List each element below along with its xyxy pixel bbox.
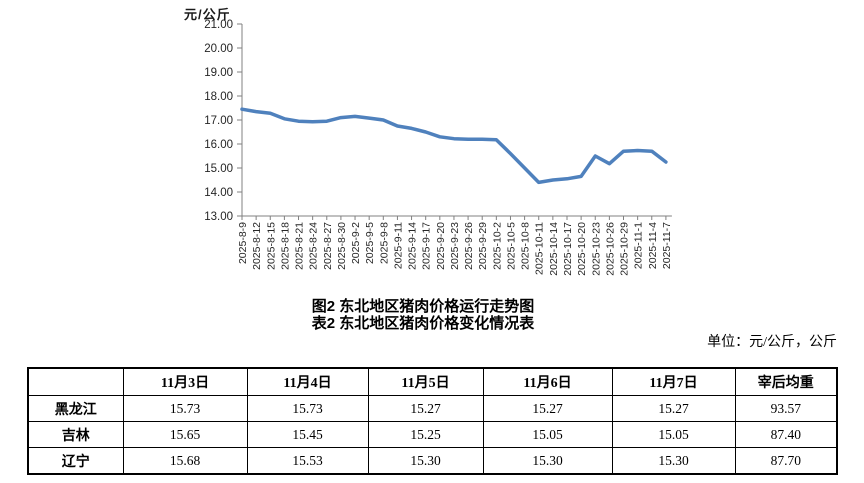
x-tick-label: 2025-9-5 [364,222,376,264]
data-cell: 15.25 [367,421,484,448]
data-cell: 15.68 [122,447,248,475]
x-tick-label: 2025-9-23 [449,222,461,270]
line-chart-canvas: 21.00 20.00 19.00 18.00 17.00 16.00 15.00 14.00… [204,19,673,276]
table-header-cell: 11月6日 [482,367,613,396]
x-tick-label: 2025-10-11 [534,222,546,275]
x-tick-label: 2025-9-29 [477,222,489,270]
y-tick-label: 19.00 [204,67,233,79]
y-tick-label: 15.00 [204,163,233,175]
x-tick-label: 2025-9-26 [463,222,475,270]
table-header-cell: 宰后均重 [734,367,838,396]
x-tick-label: 2025-8-30 [336,222,348,270]
row-label: 辽宁 [27,447,124,475]
table-header-cell: 11月7日 [611,367,736,396]
data-cell: 15.30 [482,447,613,475]
x-tick-label: 2025-9-2 [350,222,362,264]
price-table: 11月3日 11月4日 11月5日 11月6日 11月7日 宰后均重 黑龙江 15.73 15… [27,367,838,475]
data-cell: 15.27 [367,395,484,422]
data-cell: 15.30 [367,447,484,475]
x-tick-label: 2025-9-17 [421,222,433,270]
x-tick-label: 2025-9-14 [407,222,419,270]
table-header-cell: 11月3日 [122,367,248,396]
x-tick-label: 2025-8-18 [279,222,291,270]
x-tick-label: 2025-8-9 [237,222,249,264]
data-cell: 15.30 [611,447,736,475]
row-label: 吉林 [27,421,124,448]
x-tick-label: 2025-9-20 [435,222,447,270]
x-tick-label: 2025-8-24 [308,222,320,270]
x-tick-label: 2025-10-14 [548,222,560,276]
y-tick-label: 18.00 [204,91,233,103]
x-tick-label: 2025-9-8 [378,222,390,264]
x-tick-label: 2025-11-7 [661,222,673,269]
x-tick-label: 2025-11-1 [633,222,645,269]
table-header-cell: 11月5日 [367,367,484,396]
x-tick-label: 2025-8-27 [322,222,334,270]
table-header-empty-cell [27,367,124,396]
x-tick-label: 2025-10-2 [491,222,503,270]
captions: 图2 东北地区猪肉价格运行走势图 表2 东北地区猪肉价格变化情况表 [0,298,846,332]
data-cell: 15.27 [482,395,613,422]
data-cell: 15.65 [122,421,248,448]
y-tick-label: 17.00 [204,115,233,127]
x-tick-label: 2025-10-5 [505,222,517,270]
x-tick-label: 2025-9-11 [392,222,404,269]
data-cell: 15.53 [246,447,369,475]
x-tick-label: 2025-8-12 [251,222,263,270]
table-title: 表2 东北地区猪肉价格变化情况表 [311,315,535,332]
x-tick-label: 2025-10-23 [590,222,602,276]
table-header-cell: 11月4日 [246,367,369,396]
table-row: 吉林 15.65 15.45 15.25 15.05 15.05 87.40 [27,421,838,448]
data-cell: 15.73 [246,395,369,422]
table-row: 黑龙江 15.73 15.73 15.27 15.27 15.27 93.57 [27,395,838,422]
x-tick-label: 2025-10-26 [604,222,616,276]
data-cell: 15.27 [611,395,736,422]
price-series-line [240,107,668,185]
y-axis-title: 元/公斤 [184,7,231,22]
x-tick-label: 2025-10-29 [619,222,631,276]
data-cell: 87.40 [734,421,838,448]
row-label: 黑龙江 [27,395,124,422]
y-tick-label: 14.00 [204,187,233,199]
x-tick-label: 2025-10-8 [520,222,532,270]
x-tick-label: 2025-10-20 [576,222,588,276]
x-tick-label: 2025-11-4 [647,222,659,269]
table-body: 黑龙江 15.73 15.73 15.27 15.27 15.27 93.57 吉林 15.65… [27,395,838,475]
x-tick-label: 2025-8-15 [265,222,277,270]
unit-note: 单位：元/公斤，公斤 [707,335,837,350]
data-cell: 15.05 [482,421,613,448]
x-tick-label: 2025-8-21 [294,222,306,270]
data-cell: 15.45 [246,421,369,448]
data-cell: 93.57 [734,395,838,422]
table-header-row: 11月3日 11月4日 11月5日 11月6日 11月7日 宰后均重 [27,367,838,396]
y-tick-label: 16.00 [204,139,233,151]
y-tick-label: 20.00 [204,43,233,55]
x-tick-label: 2025-10-17 [562,222,574,276]
price-trend-chart: 元/公斤 21.00 20.00 19.00 18.00 17.00 16.00 15.00… [184,7,673,276]
data-cell: 87.70 [734,447,838,475]
data-cell: 15.73 [122,395,248,422]
table-row: 辽宁 15.68 15.53 15.30 15.30 15.30 87.70 [27,447,838,475]
figure-title: 图2 东北地区猪肉价格运行走势图 [311,298,535,315]
y-tick-label: 13.00 [204,211,233,223]
data-cell: 15.05 [611,421,736,448]
y-tick-label: 21.00 [204,19,233,31]
